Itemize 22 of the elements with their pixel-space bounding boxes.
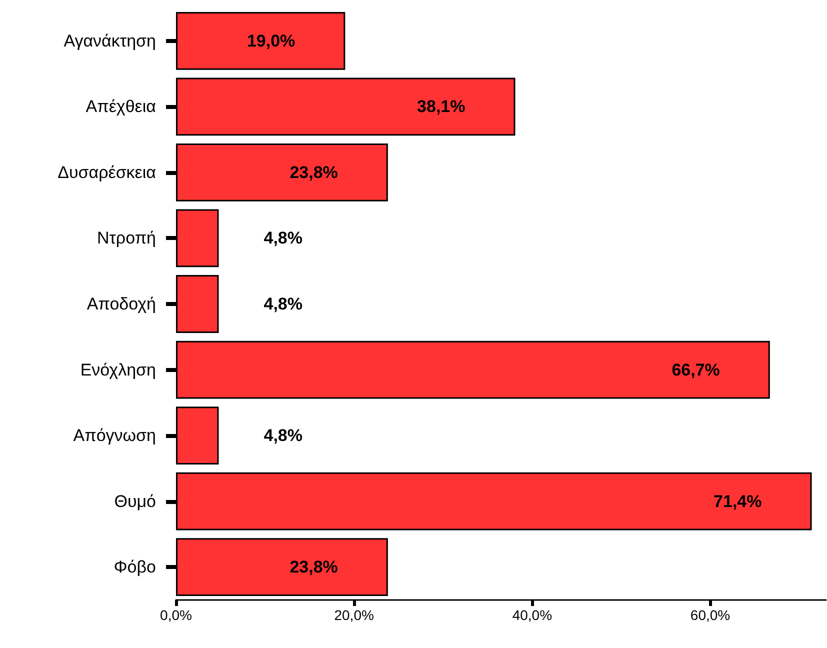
data-label: 19,0% xyxy=(246,31,296,50)
data-label: 23,8% xyxy=(290,558,338,577)
y-tick-label: Αγανάκτηση xyxy=(64,31,156,50)
y-tick-label: Ενόχληση xyxy=(80,360,156,380)
data-label: 4,8% xyxy=(264,228,302,248)
y-tick-label: Απόγνωση xyxy=(73,426,156,446)
data-label: 71,4% xyxy=(714,492,762,511)
y-tick-label: Αποδοχή xyxy=(86,294,156,314)
data-label: 38,1% xyxy=(417,97,466,116)
x-tick-label: 40,0% xyxy=(512,607,552,623)
y-tick-label: Φόβο xyxy=(114,558,156,577)
y-tick-label: Απέχθεια xyxy=(86,97,156,116)
x-tick-label: 20,0% xyxy=(334,607,374,623)
x-tick-label: 0,0% xyxy=(160,607,192,623)
data-label: 4,8% xyxy=(264,426,302,446)
data-label: 23,8% xyxy=(290,162,338,182)
y-tick-label: Δυσαρέσκεια xyxy=(58,162,156,182)
data-label: 4,8% xyxy=(264,294,302,314)
y-tick-label: Θυμό xyxy=(114,492,156,511)
y-tick-label: Ντροπή xyxy=(96,228,156,248)
data-label: 66,7% xyxy=(672,360,720,380)
x-tick-label: 60,0% xyxy=(690,607,730,623)
